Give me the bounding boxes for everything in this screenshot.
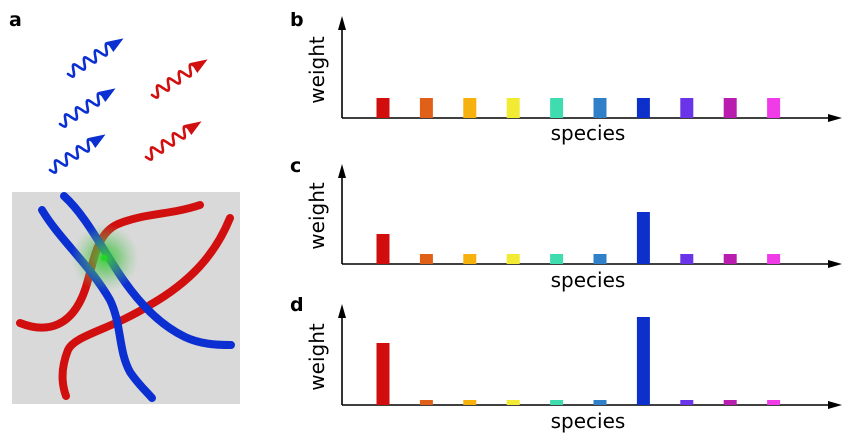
y-axis-label: weight [305, 323, 329, 391]
bar-species-10 [767, 254, 781, 264]
x-axis-label: species [551, 268, 626, 292]
blue-photon-1 [66, 38, 124, 78]
bar-species-9 [723, 98, 737, 118]
bar-species-2 [419, 400, 433, 405]
x-axis-arrow [828, 401, 842, 409]
bar-species-4 [506, 400, 520, 405]
bar-species-2 [419, 98, 433, 118]
x-axis-arrow [828, 260, 842, 268]
panel-a-letter: a [9, 9, 22, 31]
bar-species-3 [463, 98, 477, 118]
bar-species-10 [767, 400, 781, 405]
bar-species-6 [593, 254, 607, 264]
y-axis-arrow [338, 16, 346, 30]
photon-group [48, 38, 208, 174]
x-axis-label: species [551, 409, 626, 433]
x-axis-label: species [551, 121, 626, 145]
y-axis-label: weight [305, 182, 329, 250]
bar-species-3 [463, 254, 477, 264]
bar-species-7 [636, 212, 650, 264]
bar-species-4 [506, 254, 520, 264]
panel-a: a [9, 9, 240, 404]
bar-species-6 [593, 400, 607, 405]
blue-photon-2 [58, 88, 116, 128]
bar-species-10 [767, 98, 781, 118]
blue-photon-3 [48, 134, 106, 174]
y-axis-arrow [338, 164, 346, 178]
bar-species-9 [723, 400, 737, 405]
y-axis-arrow [338, 304, 346, 318]
bar-species-1 [376, 343, 390, 405]
bar-species-7 [636, 98, 650, 118]
bar-species-1 [376, 98, 390, 118]
chart-panels: bweightspeciescweightspeciesdweightspeci… [290, 9, 842, 433]
red-photon-1 [150, 59, 208, 99]
bar-species-2 [419, 254, 433, 264]
bar-species-7 [636, 317, 650, 405]
bar-species-5 [550, 254, 564, 264]
bar-species-8 [680, 254, 694, 264]
x-axis-arrow [828, 114, 842, 122]
bar-species-8 [680, 400, 694, 405]
bar-species-8 [680, 98, 694, 118]
bar-species-5 [550, 98, 564, 118]
bar-species-6 [593, 98, 607, 118]
blue-polymer-left [38, 206, 156, 402]
panel-d-letter: d [290, 294, 304, 316]
panel-b-letter: b [290, 9, 304, 31]
bar-species-4 [506, 98, 520, 118]
excitation-spot [101, 255, 107, 261]
bar-species-5 [550, 400, 564, 405]
red-photon-2 [144, 121, 202, 161]
panel-c-letter: c [290, 155, 301, 177]
y-axis-label: weight [305, 36, 329, 104]
bar-species-9 [723, 254, 737, 264]
bar-species-3 [463, 400, 477, 405]
bar-species-1 [376, 234, 390, 264]
